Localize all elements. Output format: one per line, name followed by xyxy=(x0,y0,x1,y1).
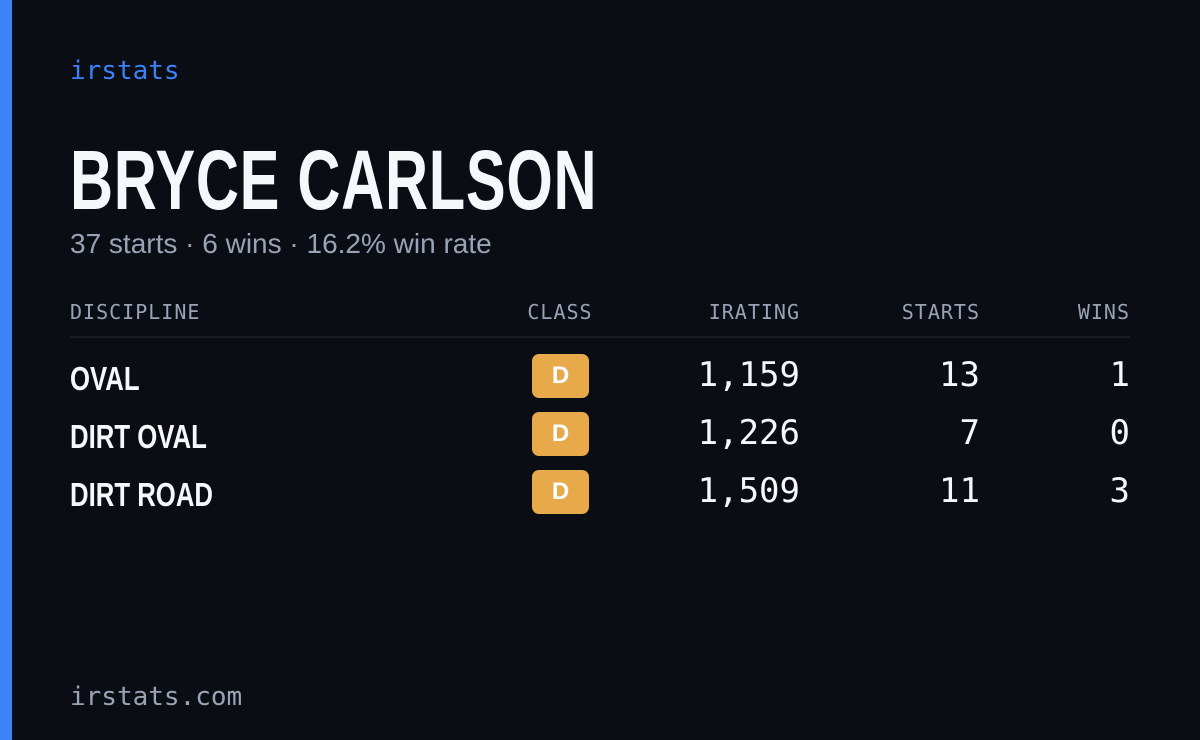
stat-value: 7 xyxy=(959,413,980,453)
header-rule xyxy=(70,336,1130,338)
discipline: DIRT ROAD xyxy=(70,476,213,513)
stat-value: 1,226 xyxy=(697,413,800,453)
footer: irstats.com xyxy=(70,682,243,712)
column-header: IRATING xyxy=(708,300,800,324)
column-header: WINS xyxy=(1077,300,1130,324)
stat-value: 1,509 xyxy=(697,471,800,511)
stat-value: 13 xyxy=(939,355,980,395)
column-header: DISCIPLINE xyxy=(70,300,201,324)
stat-value: 1 xyxy=(1109,355,1130,395)
stat-value: 0 xyxy=(1109,413,1130,453)
stat-value: 1,159 xyxy=(697,355,800,395)
stat-value: 3 xyxy=(1109,471,1130,511)
driver-name: BRYCE CARLSON xyxy=(70,133,598,227)
stat-value: 11 xyxy=(939,471,980,511)
brand: irstats xyxy=(70,56,180,86)
class-badge: D xyxy=(532,470,589,514)
class-badge: D xyxy=(532,412,589,456)
column-header: CLASS xyxy=(527,300,593,324)
column-header: STARTS xyxy=(901,300,980,324)
summary: 37 starts · 6 wins · 16.2% win rate xyxy=(70,228,492,259)
discipline: OVAL xyxy=(70,360,140,397)
discipline: DIRT OVAL xyxy=(70,418,207,455)
class-badge: D xyxy=(532,354,589,398)
accent-bar xyxy=(0,0,12,740)
